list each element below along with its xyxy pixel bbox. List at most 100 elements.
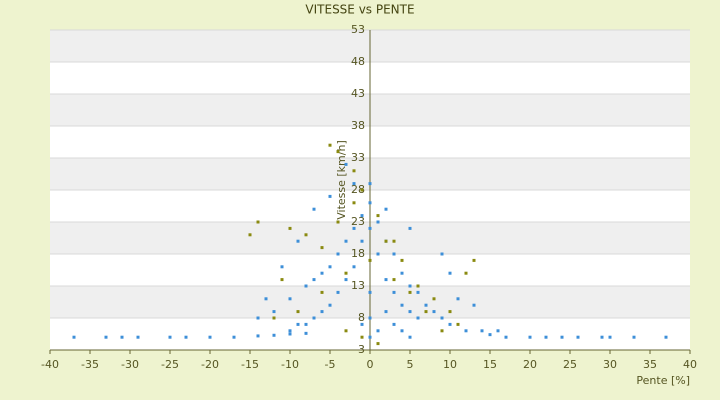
point: [328, 303, 332, 307]
point: [344, 271, 348, 275]
point: [304, 284, 308, 288]
point: [272, 316, 276, 320]
point: [320, 310, 324, 314]
point: [368, 290, 372, 294]
point: [416, 284, 420, 288]
x-tick-label: -25: [161, 358, 179, 371]
point: [360, 335, 364, 339]
x-tick-label: 0: [367, 358, 374, 371]
x-tick-label: 25: [563, 358, 577, 371]
point: [344, 278, 348, 282]
point: [456, 297, 460, 301]
point: [400, 258, 404, 262]
point: [312, 316, 316, 320]
point: [360, 188, 364, 192]
point: [456, 322, 460, 326]
point: [392, 290, 396, 294]
x-tick-label: -30: [121, 358, 139, 371]
y-tick-label: 38: [351, 119, 365, 132]
point: [408, 226, 412, 230]
point: [336, 150, 340, 154]
point: [376, 329, 380, 333]
x-tick-label: -20: [201, 358, 219, 371]
point: [288, 329, 292, 333]
point: [352, 265, 356, 269]
point: [400, 271, 404, 275]
point: [280, 265, 284, 269]
point: [408, 290, 412, 294]
point: [288, 226, 292, 230]
y-tick-label: 28: [351, 183, 365, 196]
y-tick-label: 43: [351, 87, 365, 100]
point: [408, 335, 412, 339]
point: [400, 303, 404, 307]
point: [392, 252, 396, 256]
x-tick-label: -15: [241, 358, 259, 371]
point: [184, 335, 188, 339]
x-axis-label: Pente [%]: [636, 374, 690, 387]
point: [632, 335, 636, 339]
point: [256, 316, 260, 320]
point: [232, 335, 236, 339]
point: [608, 335, 612, 339]
point: [384, 278, 388, 282]
point: [504, 335, 508, 339]
point: [464, 329, 468, 333]
point: [264, 297, 268, 301]
point: [304, 322, 308, 326]
point: [464, 271, 468, 275]
point: [400, 329, 404, 333]
series-0: [72, 162, 668, 339]
point: [560, 335, 564, 339]
point: [136, 335, 140, 339]
x-tick-label: 30: [603, 358, 617, 371]
point: [424, 310, 428, 314]
y-tick-label: 18: [351, 247, 365, 260]
x-tick-label: 20: [523, 358, 537, 371]
x-tick-label: 5: [407, 358, 414, 371]
point: [296, 322, 300, 326]
point: [328, 194, 332, 198]
point: [360, 239, 364, 243]
point: [368, 182, 372, 186]
point: [376, 252, 380, 256]
point: [408, 310, 412, 314]
point: [352, 226, 356, 230]
point: [368, 201, 372, 205]
point: [312, 207, 316, 211]
point: [320, 271, 324, 275]
point: [336, 220, 340, 224]
point: [376, 342, 380, 346]
point: [304, 331, 308, 335]
point: [344, 162, 348, 166]
y-tick-label: 13: [351, 279, 365, 292]
point: [432, 297, 436, 301]
point: [472, 258, 476, 262]
point: [440, 316, 444, 320]
y-axis-label: Vitesse [km/h]: [335, 140, 348, 220]
y-tick-label: 23: [351, 215, 365, 228]
point: [352, 182, 356, 186]
point: [72, 335, 76, 339]
x-tick-label: 40: [683, 358, 697, 371]
point: [368, 316, 372, 320]
point: [416, 290, 420, 294]
point: [344, 239, 348, 243]
point: [368, 335, 372, 339]
point: [256, 220, 260, 224]
point: [336, 252, 340, 256]
x-tick-label: -10: [281, 358, 299, 371]
point: [576, 335, 580, 339]
point: [440, 329, 444, 333]
point: [440, 252, 444, 256]
point: [304, 233, 308, 237]
point: [496, 329, 500, 333]
point: [424, 303, 428, 307]
point: [600, 335, 604, 339]
point: [376, 214, 380, 218]
point: [432, 310, 436, 314]
x-tick-label: 35: [643, 358, 657, 371]
point: [384, 207, 388, 211]
point: [336, 290, 340, 294]
